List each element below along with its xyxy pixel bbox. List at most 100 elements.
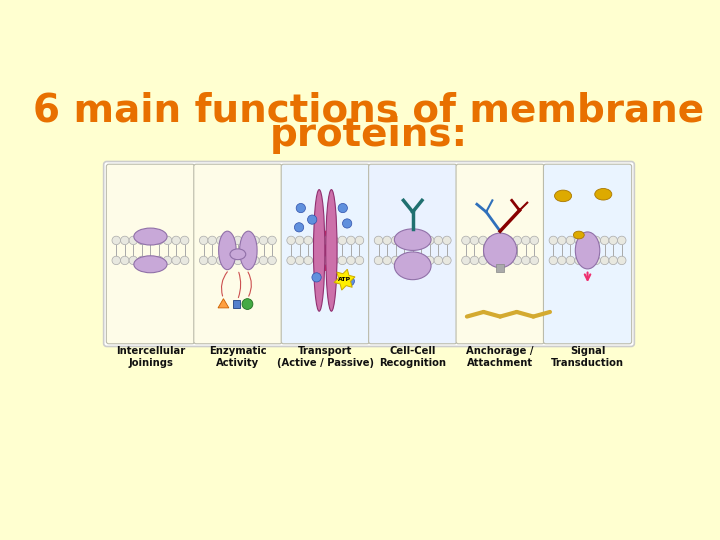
Circle shape — [346, 236, 355, 245]
Circle shape — [268, 236, 276, 245]
Circle shape — [417, 256, 426, 265]
Circle shape — [400, 236, 408, 245]
Ellipse shape — [575, 232, 600, 269]
FancyBboxPatch shape — [544, 164, 631, 344]
FancyBboxPatch shape — [107, 164, 194, 344]
Ellipse shape — [554, 190, 572, 201]
Circle shape — [426, 256, 434, 265]
FancyBboxPatch shape — [194, 164, 282, 344]
Circle shape — [146, 256, 155, 265]
Circle shape — [120, 236, 129, 245]
Text: Transport
(Active / Passive): Transport (Active / Passive) — [276, 347, 374, 368]
Circle shape — [295, 256, 304, 265]
Circle shape — [583, 236, 592, 245]
Circle shape — [163, 236, 172, 245]
Ellipse shape — [230, 249, 246, 260]
Circle shape — [208, 236, 217, 245]
Circle shape — [208, 256, 217, 265]
Circle shape — [138, 256, 146, 265]
Circle shape — [294, 222, 304, 232]
Circle shape — [217, 256, 225, 265]
Circle shape — [592, 256, 600, 265]
Circle shape — [346, 256, 355, 265]
Circle shape — [242, 256, 251, 265]
Ellipse shape — [134, 228, 167, 245]
Circle shape — [181, 256, 189, 265]
Text: proteins:: proteins: — [270, 117, 468, 154]
Circle shape — [479, 256, 487, 265]
Circle shape — [383, 256, 392, 265]
Circle shape — [600, 236, 609, 245]
Circle shape — [259, 236, 268, 245]
Circle shape — [330, 236, 338, 245]
Circle shape — [146, 236, 155, 245]
Circle shape — [566, 236, 575, 245]
Circle shape — [462, 236, 470, 245]
Circle shape — [172, 236, 181, 245]
Circle shape — [374, 256, 383, 265]
Circle shape — [343, 219, 352, 228]
Circle shape — [338, 236, 346, 245]
Circle shape — [557, 256, 566, 265]
Circle shape — [583, 256, 592, 265]
Circle shape — [199, 236, 208, 245]
Circle shape — [259, 256, 268, 265]
Circle shape — [225, 236, 233, 245]
Circle shape — [521, 236, 530, 245]
Circle shape — [129, 236, 138, 245]
Circle shape — [549, 256, 557, 265]
Ellipse shape — [595, 188, 612, 200]
Circle shape — [505, 256, 513, 265]
Circle shape — [233, 256, 242, 265]
Circle shape — [112, 236, 120, 245]
Circle shape — [417, 236, 426, 245]
Circle shape — [321, 236, 330, 245]
Text: Enzymatic
Activity: Enzymatic Activity — [209, 347, 266, 368]
Circle shape — [304, 236, 312, 245]
FancyBboxPatch shape — [456, 164, 544, 344]
Bar — [496, 264, 504, 272]
Circle shape — [345, 276, 354, 286]
Circle shape — [172, 256, 181, 265]
Circle shape — [408, 256, 417, 265]
Circle shape — [374, 236, 383, 245]
Circle shape — [251, 236, 259, 245]
Ellipse shape — [484, 233, 517, 268]
Circle shape — [217, 236, 225, 245]
Circle shape — [338, 204, 348, 213]
Circle shape — [287, 256, 295, 265]
Circle shape — [443, 256, 451, 265]
Circle shape — [618, 236, 626, 245]
Circle shape — [287, 236, 295, 245]
Circle shape — [609, 236, 618, 245]
Circle shape — [155, 236, 163, 245]
Circle shape — [355, 256, 364, 265]
Circle shape — [307, 215, 317, 224]
Circle shape — [129, 256, 138, 265]
Circle shape — [120, 256, 129, 265]
Circle shape — [479, 236, 487, 245]
Circle shape — [242, 236, 251, 245]
Circle shape — [513, 236, 521, 245]
Circle shape — [462, 256, 470, 265]
Circle shape — [434, 236, 443, 245]
Circle shape — [199, 256, 208, 265]
Circle shape — [321, 256, 330, 265]
Circle shape — [312, 273, 321, 282]
Ellipse shape — [313, 190, 325, 311]
Circle shape — [609, 256, 618, 265]
Circle shape — [434, 256, 443, 265]
Circle shape — [557, 236, 566, 245]
Circle shape — [392, 256, 400, 265]
Circle shape — [163, 256, 172, 265]
Ellipse shape — [395, 229, 431, 251]
Circle shape — [618, 256, 626, 265]
Circle shape — [513, 256, 521, 265]
Text: Signal
Transduction: Signal Transduction — [551, 347, 624, 368]
Circle shape — [312, 256, 321, 265]
Circle shape — [575, 236, 583, 245]
Circle shape — [470, 236, 479, 245]
Circle shape — [138, 236, 146, 245]
Circle shape — [355, 236, 364, 245]
Circle shape — [383, 236, 392, 245]
